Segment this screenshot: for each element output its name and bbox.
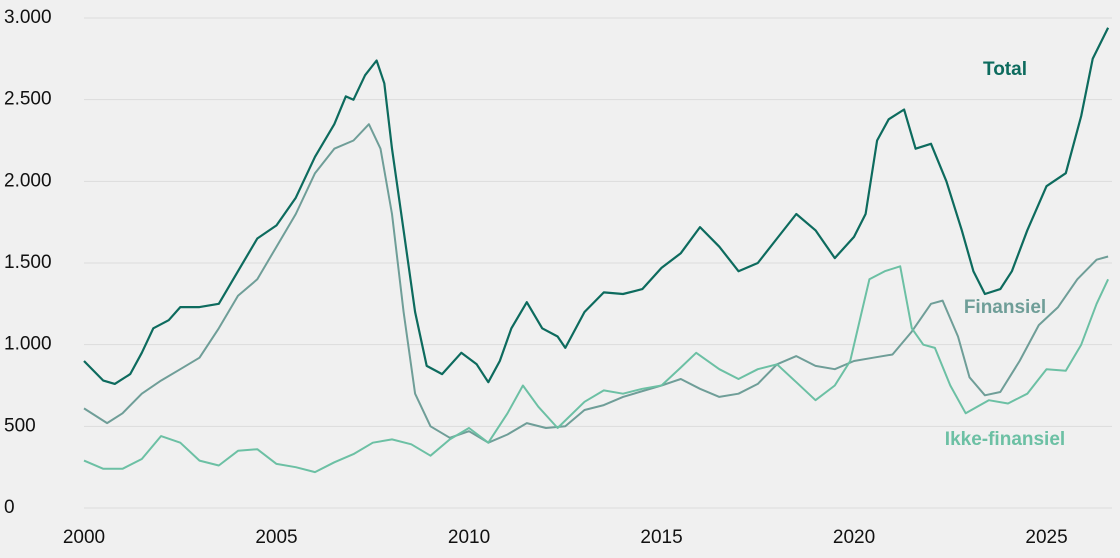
y-tick-label: 3.000 [4, 7, 52, 28]
x-tick-label: 2020 [833, 527, 875, 548]
y-tick-label: 2.000 [4, 170, 52, 191]
series-label: Finansiel [964, 297, 1046, 318]
y-tick-label: 1.500 [4, 252, 52, 273]
series-label: Ikke-finansiel [945, 429, 1065, 450]
x-tick-label: 2005 [255, 527, 297, 548]
x-tick-label: 2010 [448, 527, 490, 548]
series-line [83, 265, 1110, 474]
series-label: Total [983, 59, 1027, 80]
y-tick-label: 0 [4, 497, 15, 518]
y-tick-label: 1.000 [4, 334, 52, 355]
x-tick-label: 2015 [640, 527, 682, 548]
y-tick-label: 500 [4, 415, 36, 436]
y-tick-label: 2.500 [4, 89, 52, 110]
x-tick-label: 2025 [1025, 527, 1067, 548]
x-tick-label: 2000 [63, 527, 105, 548]
series-line [83, 27, 1110, 385]
series-line [83, 123, 1109, 444]
